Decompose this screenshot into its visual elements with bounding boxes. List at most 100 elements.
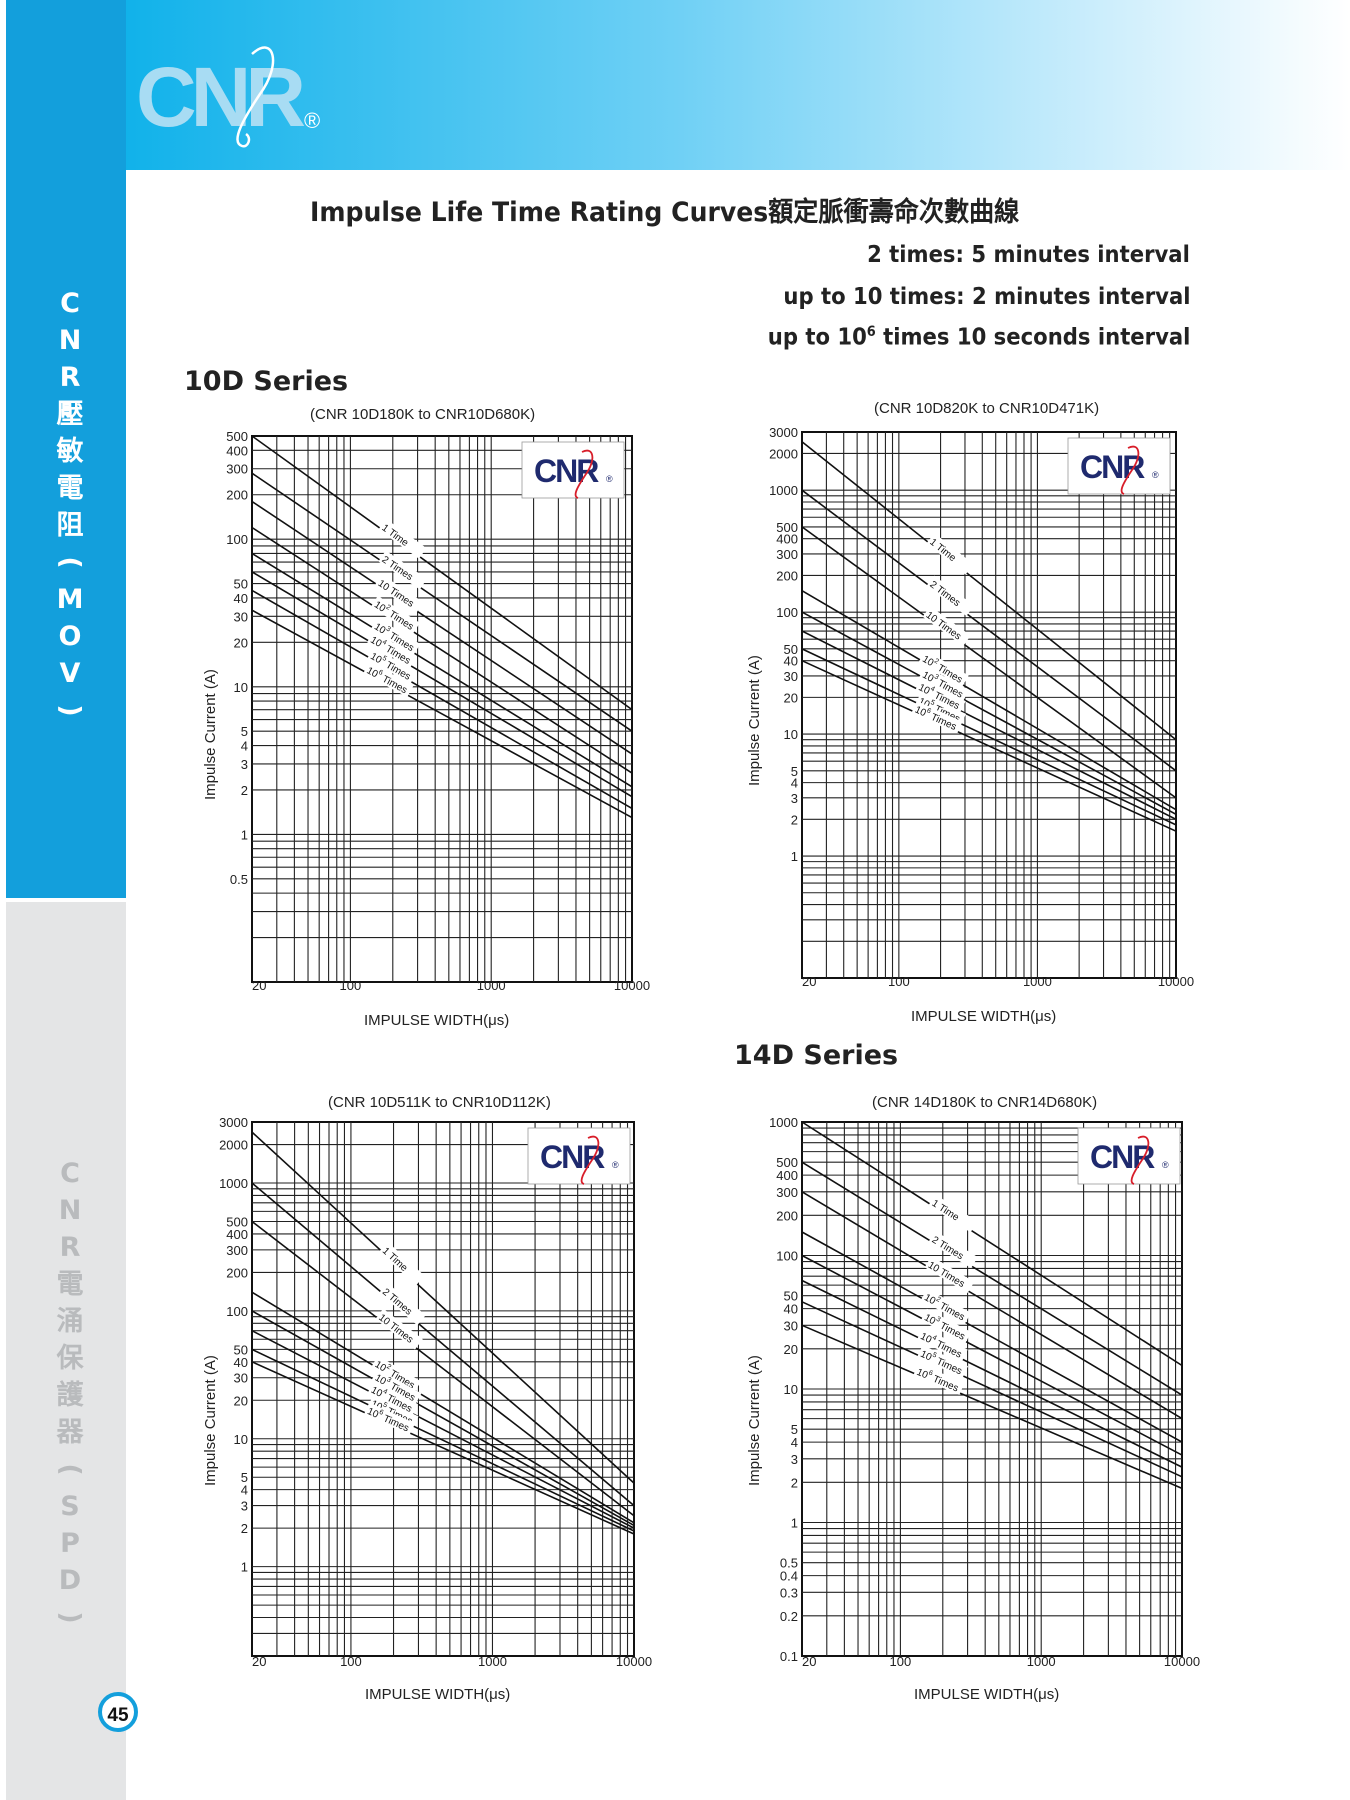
y-tick-label: 500 [226,1215,248,1230]
series-label-base: 10 [915,1367,930,1382]
series-label-bg [917,1345,969,1378]
x-tick-label: 20 [252,1654,266,1669]
series-line [251,552,633,788]
series-line [801,1279,1183,1468]
series-label-bg [928,1194,978,1233]
chart-logo: CNR ® [1067,437,1171,495]
series-label-base: 10 [918,1331,933,1346]
y-tick-label: 4 [791,1435,798,1450]
y-tick-label: 1 [791,1516,798,1531]
y-tick-label: 3 [241,1499,248,1514]
sidebar-label-mov-char: 敏 [56,436,84,467]
y-tick-label: 2 [241,1521,248,1536]
chart-logo-text: CNR [534,453,599,489]
series-label-bg [924,1256,975,1293]
y-tick-label: 10 [784,1382,798,1397]
y-tick-label: 30 [784,1318,798,1333]
sidebar-label-mov-char: M [56,584,84,615]
chart-subtitle: (CNR 10D180K to CNR10D680K) [310,406,536,423]
y-tick-label: 20 [784,690,798,705]
series-line [801,630,1177,821]
series-label-bg [920,1288,971,1325]
y-tick-label: 0.2 [780,1609,798,1624]
series-label-exponent: 5 [381,655,388,663]
series-line [801,1254,1183,1456]
series-label-exponent: 5 [931,1352,938,1360]
y-tick-label: 40 [234,1355,248,1370]
series-label-exponent: 4 [929,685,936,693]
chart-logo-swoosh [1120,445,1140,495]
section-heading-10d: 10D Series [184,366,349,397]
sidebar-label-spd-char: 保 [56,1343,84,1374]
section-heading-14d: 14D Series [734,1040,899,1071]
sidebar-label-spd-char: 涌 [56,1306,84,1337]
series-label-bg [371,1368,422,1405]
y-tick-label: 20 [784,1342,798,1357]
interval-note-3-exponent: 6 [866,324,876,340]
chart-subtitle: (CNR 14D180K to CNR14D680K) [872,1094,1098,1111]
y-tick-label: 1 [241,1560,248,1575]
series-line [801,1231,1183,1443]
chart-logo-text: CNR [1080,449,1145,485]
series-label-base: 10 [373,1359,389,1374]
y-tick-label: 200 [226,1265,248,1280]
y-tick-label: 30 [784,669,798,684]
series-label-base: 10 [365,665,380,680]
series-label-base: 10 [919,1349,934,1364]
series-line [801,611,1177,816]
series-label-bg [915,678,966,713]
series-line [801,489,1177,772]
y-tick-label: 20 [234,1393,248,1408]
series-label-bg [371,1355,421,1393]
series-label-bg [378,518,427,559]
series-label-exponent: 3 [385,626,392,634]
y-tick-label: 500 [776,1155,798,1170]
series-line [251,1348,635,1532]
sidebar-label-mov-char: 阻 [56,510,84,541]
sidebar-mov [6,0,126,898]
y-tick-label: 3000 [769,425,798,440]
sidebar-label-mov-char: V [59,658,81,689]
sidebar-label-spd-char: ) [54,1611,86,1624]
chart-logo-swoosh [574,449,594,499]
x-tick-label: 1000 [1023,974,1052,989]
series-label-exponent: 6 [377,669,384,677]
sidebar-label-spd: C N R 電涌保護器 (S P D) [50,1155,90,1636]
series-label-bg [913,1363,965,1395]
chart-logo-registered: ® [1152,470,1159,480]
y-tick-label: 50 [234,577,248,592]
y-tick-label: 3 [241,757,248,772]
series-line [801,659,1177,832]
chart-10d-180k-680k: 1 Time 2 Times 10 Times 102 Times 103 Times 1… [180,400,660,1040]
chart-logo-box [527,1127,631,1185]
series-label-bg [911,700,963,734]
sidebar-label-mov-char: ) [54,704,86,717]
y-tick-label: 40 [784,654,798,669]
y-tick-label: 3 [791,791,798,806]
series-line [251,1291,635,1524]
sidebar-label-mov-char: 壓 [56,399,84,430]
y-tick-label: 5 [241,724,248,739]
series-label-bg [928,1230,978,1269]
series-label-exponent: 2 [933,658,940,666]
y-tick-label: 200 [776,1208,798,1223]
series-label-bg [915,692,967,726]
y-axis-label: Impulse Current (A) [746,1355,763,1486]
series-label-exponent: 6 [378,1409,385,1417]
y-tick-label: 4 [241,1483,248,1498]
y-tick-label: 4 [791,776,798,791]
chart-subtitle: (CNR 10D511K to CNR10D112K) [328,1094,551,1111]
y-tick-label: 2 [791,1475,798,1490]
x-axis-label: IMPULSE WIDTH(μs) [364,1012,510,1029]
y-tick-label: 40 [234,591,248,606]
series-line [251,609,633,819]
sidebar-label-spd-char: 護 [56,1380,84,1411]
y-tick-label: 10 [234,680,248,695]
y-tick-label: 0.1 [780,1649,798,1664]
y-tick-label: 1000 [219,1176,248,1191]
cnr-logo: CNR ® [136,46,320,148]
series-line [251,1131,635,1484]
y-axis-label: Impulse Current (A) [202,1355,219,1486]
registered-mark: ® [304,108,320,133]
